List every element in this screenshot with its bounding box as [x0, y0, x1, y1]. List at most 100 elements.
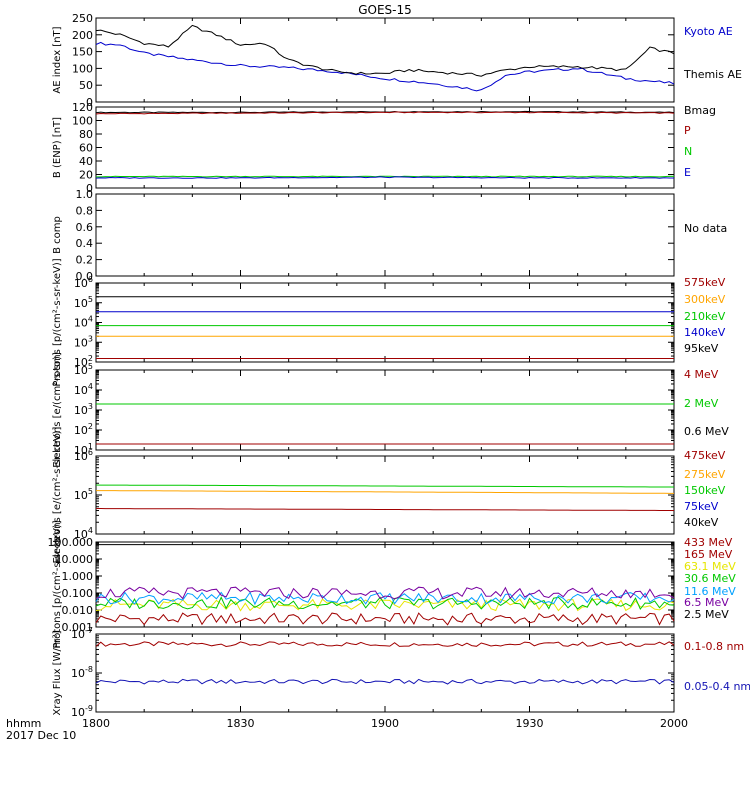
y-axis: 104 105 106: [74, 448, 674, 541]
time-tick-label: 1830: [227, 717, 255, 730]
legend-entry: 475keV: [684, 449, 726, 462]
y-axis-label: B (ENP) [nT]: [52, 117, 63, 178]
panel-1: 0 50 100 150 200 250 AE index [nT] Kyoto AE Them…: [52, 12, 742, 109]
y-tick-label: 102: [74, 422, 93, 437]
legend: No data: [684, 222, 727, 235]
y-tick-label: 1.0: [76, 188, 94, 201]
legend-entry: 11.6 MeV: [684, 585, 736, 598]
y-tick-label: 0: [86, 182, 93, 195]
panel-5: 101 102 103 104 105 Electrons [e/(cm²-s-sr)] 4…: [52, 352, 729, 468]
y-axis-label: Protons [p/(cm²-s-sr-keV)]: [52, 258, 63, 386]
panel-frame: [95, 282, 675, 363]
legend-entry: 140keV: [684, 326, 726, 339]
legend-entry: 300keV: [684, 293, 726, 306]
legend-entry: 433 MeV: [684, 536, 733, 549]
legend: 475keV 275keV 150keV 75keV 40keV: [684, 449, 726, 529]
series-line-kyoto-ae: [95, 41, 675, 92]
y-tick-label: 80: [79, 128, 93, 141]
y-axis: 102 103 104 105 106: [74, 275, 674, 369]
panel-6: 104 105 106 Electrons [e/(cm²-s-sr-keV)] 475…: [52, 426, 726, 563]
y-tick-label: 104: [74, 382, 93, 397]
y-tick-label: 0.001: [62, 621, 94, 634]
series-line-6-5-mev: [95, 586, 675, 600]
y-axis-label: AE index [nT]: [52, 26, 63, 93]
y-tick-label: 250: [72, 12, 93, 25]
time-axis-unit-label: hhmm: [6, 717, 41, 730]
panel-frame: [95, 369, 675, 451]
panel-4: 102 103 104 105 106 Protons [p/(cm²-s-sr-keV)…: [52, 258, 726, 386]
y-tick-label: 150: [72, 46, 93, 59]
y-tick-label: 0.2: [76, 254, 94, 267]
y-axis: 101 102 103 104 105: [74, 362, 674, 457]
y-tick-label: 105: [74, 295, 93, 310]
legend-entry: 575keV: [684, 276, 726, 289]
series-lines: [95, 24, 675, 92]
y-tick-label: 104: [74, 526, 93, 541]
legend-entry: N: [684, 145, 692, 158]
y-tick-label: 20: [79, 169, 93, 182]
legend-entry: 0.6 MeV: [684, 425, 729, 438]
series-line-165-mev: [95, 612, 675, 626]
y-tick-label: 10-8: [71, 665, 93, 680]
no-data-label: No data: [684, 222, 727, 235]
legend-entry: 63.1 MeV: [684, 560, 736, 573]
legend-entry: 0.1-0.8 nm: [684, 640, 744, 653]
y-tick-label: 10.000: [55, 553, 94, 566]
series-lines: [95, 484, 674, 511]
series-lines: [95, 641, 675, 685]
y-tick-label: 106: [74, 275, 93, 290]
y-tick-label: 10-9: [71, 704, 93, 719]
time-tick-label: 2000: [660, 717, 688, 730]
series-line-0-05-0-4-nm: [95, 678, 675, 685]
y-tick-label: 0.0: [76, 270, 94, 283]
series-line-30-6-mev: [95, 596, 675, 610]
y-axis: 0.0 0.2 0.4 0.6 0.8 1.0: [76, 188, 674, 283]
legend-entry: 30.6 MeV: [684, 572, 736, 585]
legend-entry: 210keV: [684, 310, 726, 323]
legend-entry: 165 MeV: [684, 548, 733, 561]
series-line-475kev: [96, 508, 674, 511]
time-tick-label: 1930: [516, 717, 544, 730]
y-tick-label: 103: [74, 402, 93, 417]
y-tick-label: 103: [74, 334, 93, 349]
series-line-0-1-0-8-nm: [95, 641, 675, 648]
series-lines: [95, 544, 675, 626]
legend-entry: 4 MeV: [684, 368, 719, 381]
series-line-150kev: [95, 484, 674, 488]
y-axis-label: B comp: [52, 216, 63, 254]
legend-entry: 275keV: [684, 468, 726, 481]
series-line-63-1-mev: [95, 598, 675, 612]
time-tick-label: 1800: [82, 717, 110, 730]
y-tick-label: 101: [74, 442, 93, 457]
series-line-275kev: [96, 490, 674, 494]
y-tick-label: 0.010: [62, 604, 94, 617]
time-tick-label: 1900: [371, 717, 399, 730]
y-tick-label: 40: [79, 155, 93, 168]
panel-frame: [95, 17, 675, 103]
y-tick-label: 50: [79, 79, 93, 92]
y-axis: 0.001 0.010 0.100 1.000 10.000 100.000: [48, 536, 674, 634]
series-line-p: [95, 111, 675, 115]
legend-entry: Kyoto AE: [684, 25, 733, 38]
time-axis: 1800 1830 1900 1930 2000: [82, 717, 688, 730]
series-lines: [96, 403, 674, 445]
legend: 0.1-0.8 nm 0.05-0.4 nm: [684, 640, 750, 693]
legend-entry: 6.5 MeV: [684, 596, 729, 609]
panel-frame: [95, 455, 675, 535]
series-line-11-6-mev: [95, 591, 675, 606]
legend-entry: 0.05-0.4 nm: [684, 680, 750, 693]
series-line-n: [96, 175, 675, 178]
y-tick-label: 1.000: [62, 570, 94, 583]
panel-3: 0.0 0.2 0.4 0.6 0.8 1.0 B comp No data: [52, 188, 727, 283]
legend-entry: 75keV: [684, 500, 719, 513]
y-tick-label: 104: [74, 315, 93, 330]
time-axis-date-label: 2017 Dec 10: [6, 729, 76, 742]
y-tick-label: 0.6: [76, 221, 94, 234]
legend-entry: 150keV: [684, 484, 726, 497]
y-axis-label: Xray Flux [W/m²]: [52, 630, 63, 715]
